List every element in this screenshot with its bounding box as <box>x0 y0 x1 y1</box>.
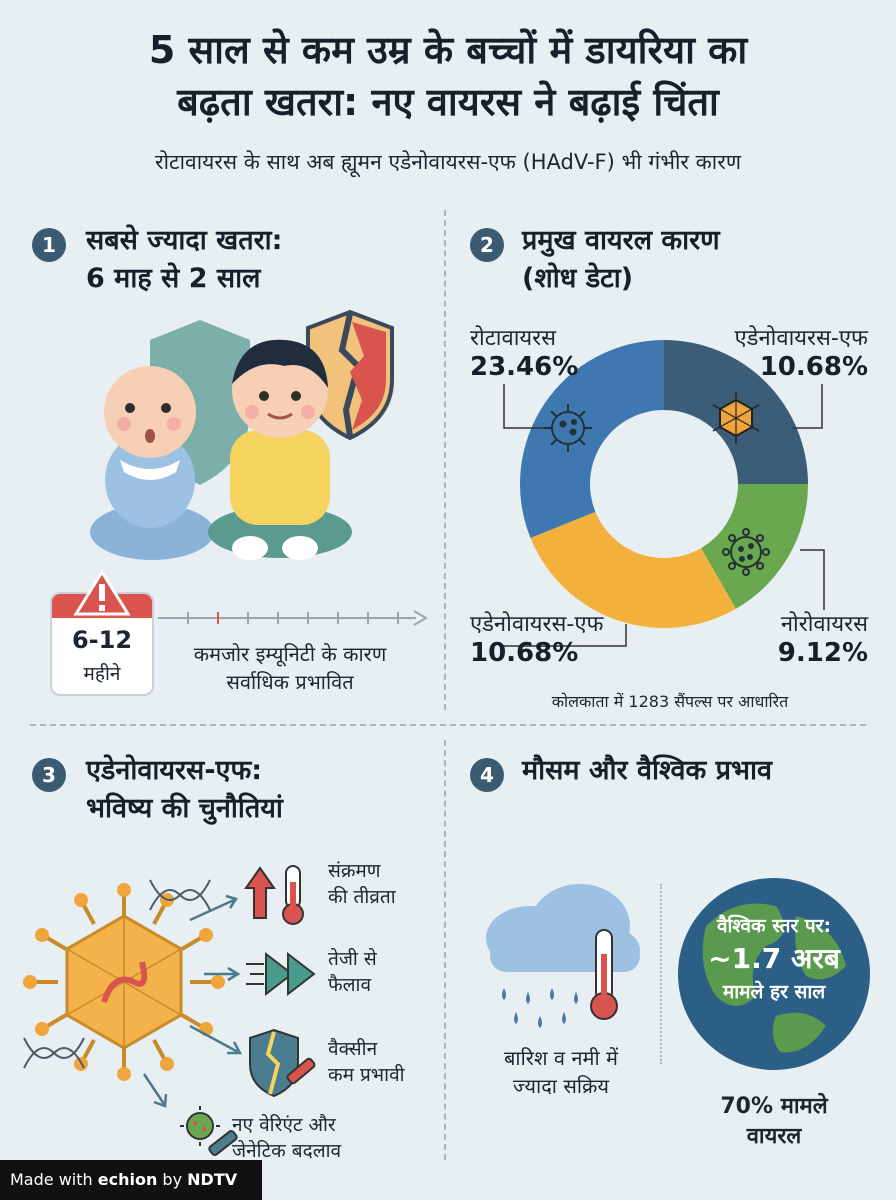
challenge-item-vaccine: वैक्सीन कम प्रभावी <box>328 1036 405 1088</box>
section-1-title-line-2: 6 माह से 2 साल <box>86 263 261 294</box>
challenge-item-severity: संक्रमण की तीव्रता <box>328 858 396 910</box>
label-adenovirus-top: एडेनोवायरस-एफ 10.68% <box>735 322 868 382</box>
warning-icon <box>73 569 131 616</box>
toddler-figure <box>208 339 352 560</box>
horizontal-divider <box>30 724 866 726</box>
challenge-item-variants: नए वेरिएंट और जेनेटिक बदलाव <box>232 1112 341 1164</box>
label-rotavirus-name: रोटावायरस <box>470 326 557 351</box>
cloud-icon <box>486 884 640 972</box>
footer-by: by <box>162 1170 183 1189</box>
global-line-3: मामले हर साल <box>722 981 826 1003</box>
challenge-vaccine-line-2: कम प्रभावी <box>328 1064 405 1086</box>
dna-icon <box>149 879 211 911</box>
vertical-divider-bottom <box>444 740 446 1160</box>
global-cases-text: वैश्विक स्तर पर: ~1.7 अरब मामले हर साल <box>676 912 872 1006</box>
title-line-2: बढ़ता खतरा: नए वायरस ने बढ़ाई चिंता <box>177 80 719 124</box>
label-rotavirus: रोटावायरस 23.46% <box>470 322 578 382</box>
section-3-title: एडेनोवायरस-एफ: भविष्य की चुनौतियां <box>86 752 283 828</box>
page-subtitle: रोटावायरस के साथ अब ह्यूमन एडेनोवायरस-एफ… <box>154 150 742 174</box>
page-title: 5 साल से कम उम्र के बच्चों में डायरिया क… <box>0 24 896 128</box>
title-line-1: 5 साल से कम उम्र के बच्चों में डायरिया क… <box>148 28 748 72</box>
rain-note-line-2: ज्यादा सक्रिय <box>512 1074 610 1098</box>
footer-partner: NDTV <box>187 1170 238 1189</box>
donut-segment <box>701 484 808 609</box>
viral-cases-stat: 70% मामले वायरल <box>686 1092 862 1152</box>
temperature-rise-icon <box>244 865 304 925</box>
rain-note-line-1: बारिश व नमी में <box>504 1046 618 1070</box>
timeline-arrow <box>158 610 428 626</box>
viral-causes-donut-chart <box>500 340 825 647</box>
children-illustration <box>90 309 394 560</box>
section-1-title: सबसे ज्यादा खतरा: 6 माह से 2 साल <box>86 222 282 298</box>
baby-figure <box>90 366 214 560</box>
section-2-title-line-1: प्रमुख वायरल कारण <box>522 225 720 256</box>
thermometer-icon <box>590 929 618 1020</box>
label-norovirus-name: नोरोवायरस <box>780 612 868 637</box>
globe-icon <box>678 878 870 1070</box>
footer-badge[interactable]: Made with echion by NDTV <box>0 1160 262 1200</box>
calendar-unit: महीने <box>83 663 121 685</box>
label-norovirus-value: 9.12% <box>777 638 868 668</box>
section-2-number: 2 <box>470 228 504 262</box>
vaccine-shield-icon <box>249 1028 316 1098</box>
footer-made-with: Made with <box>10 1170 93 1189</box>
challenge-variants-line-1: नए वेरिएंट और <box>232 1114 336 1136</box>
challenge-variants-line-2: जेनेटिक बदलाव <box>232 1140 342 1162</box>
rain-cloud-illustration <box>486 884 640 1028</box>
label-adenovirus-bottom-value: 10.68% <box>470 638 579 668</box>
chart-footnote: कोलकाता में 1283 सैंपल्स पर आधारित <box>551 692 789 711</box>
rain-humidity-note: बारिश व नमी में ज्यादा सक्रिय <box>466 1044 656 1100</box>
challenge-item-spread: तेजी से फैलाव <box>328 946 377 998</box>
donut-segment <box>520 340 664 538</box>
label-adenovirus-top-name: एडेनोवायरस-एफ <box>734 326 868 351</box>
section-4-number: 4 <box>470 758 504 792</box>
global-line-2: ~1.7 अरब <box>708 942 840 975</box>
section-1-title-line-1: सबसे ज्यादा खतरा: <box>86 225 283 256</box>
challenge-severity-line-2: की तीव्रता <box>328 886 396 908</box>
section-3-title-line-2: भविष्य की चुनौतियां <box>86 793 283 824</box>
label-adenovirus-bottom: एडेनोवायरस-एफ 10.68% <box>470 608 603 668</box>
challenge-vaccine-line-1: वैक्सीन <box>328 1038 378 1060</box>
viral-line-2: वायरल <box>746 1124 802 1149</box>
vertical-divider-top <box>444 210 446 710</box>
section-3-number: 3 <box>32 758 66 792</box>
section-4-divider <box>660 884 662 1064</box>
challenge-spread-line-1: तेजी से <box>328 948 377 970</box>
section-2-title-line-2: (शोध डेटा) <box>522 263 634 294</box>
global-line-1: वैश्विक स्तर पर: <box>716 915 832 937</box>
adenovirus-challenges-illustration <box>23 865 316 1156</box>
section-4-title: मौसम और वैश्विक प्रभाव <box>522 755 772 786</box>
adenovirus-icon <box>712 392 760 444</box>
donut-segment <box>530 511 736 628</box>
immunity-note: कमजोर इम्यूनिटी के कारण सर्वाधिक प्रभावि… <box>160 640 420 696</box>
adenovirus-large-icon <box>23 883 225 1081</box>
label-adenovirus-top-value: 10.68% <box>759 352 868 382</box>
dna-icon <box>23 1037 85 1069</box>
section-1-number: 1 <box>32 228 66 262</box>
challenge-severity-line-1: संक्रमण <box>328 860 381 882</box>
label-norovirus: नोरोवायरस 9.12% <box>778 608 868 668</box>
variant-virus-icon <box>180 1106 238 1156</box>
viral-line-1: 70% मामले <box>720 1094 828 1119</box>
section-2-title: प्रमुख वायरल कारण (शोध डेटा) <box>522 222 720 298</box>
fast-forward-icon <box>246 951 316 997</box>
broken-shield-icon <box>306 309 394 441</box>
immunity-note-line-1: कमजोर इम्यूनिटी के कारण <box>193 642 387 666</box>
label-adenovirus-bottom-name: एडेनोवायरस-एफ <box>470 612 604 637</box>
footer-brand: echion <box>97 1170 158 1189</box>
norovirus-icon <box>722 528 770 576</box>
label-rotavirus-value: 23.46% <box>470 352 579 382</box>
section-3-title-line-1: एडेनोवायरस-एफ: <box>86 755 263 786</box>
challenge-spread-line-2: फैलाव <box>328 974 372 996</box>
immunity-note-line-2: सर्वाधिक प्रभावित <box>226 670 354 694</box>
calendar-value: 6-12 <box>71 626 133 654</box>
rotavirus-icon <box>544 404 592 452</box>
raindrops-icon <box>502 988 578 1028</box>
